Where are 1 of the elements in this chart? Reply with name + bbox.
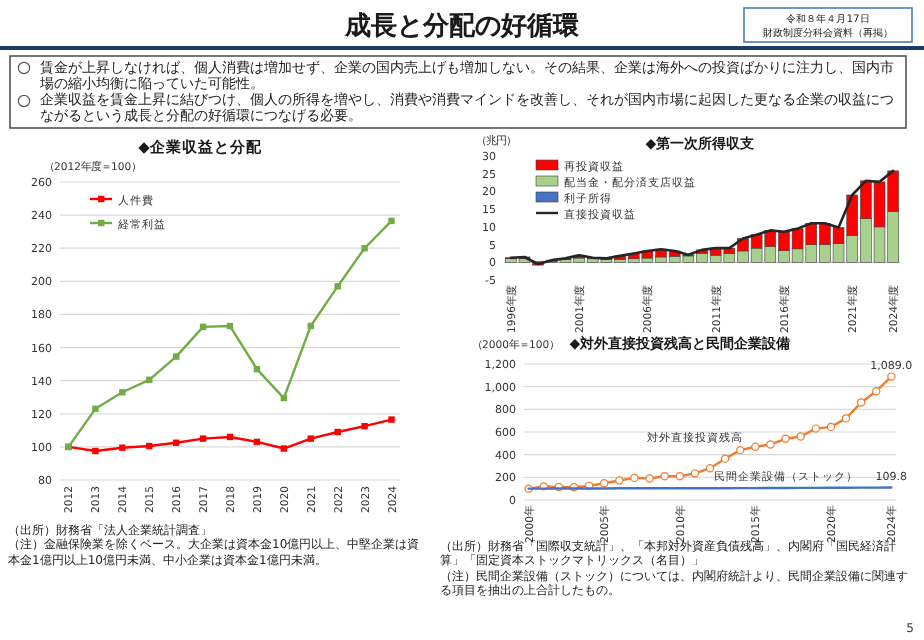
text: 成長と分配の好循環 bbox=[343, 12, 581, 42]
